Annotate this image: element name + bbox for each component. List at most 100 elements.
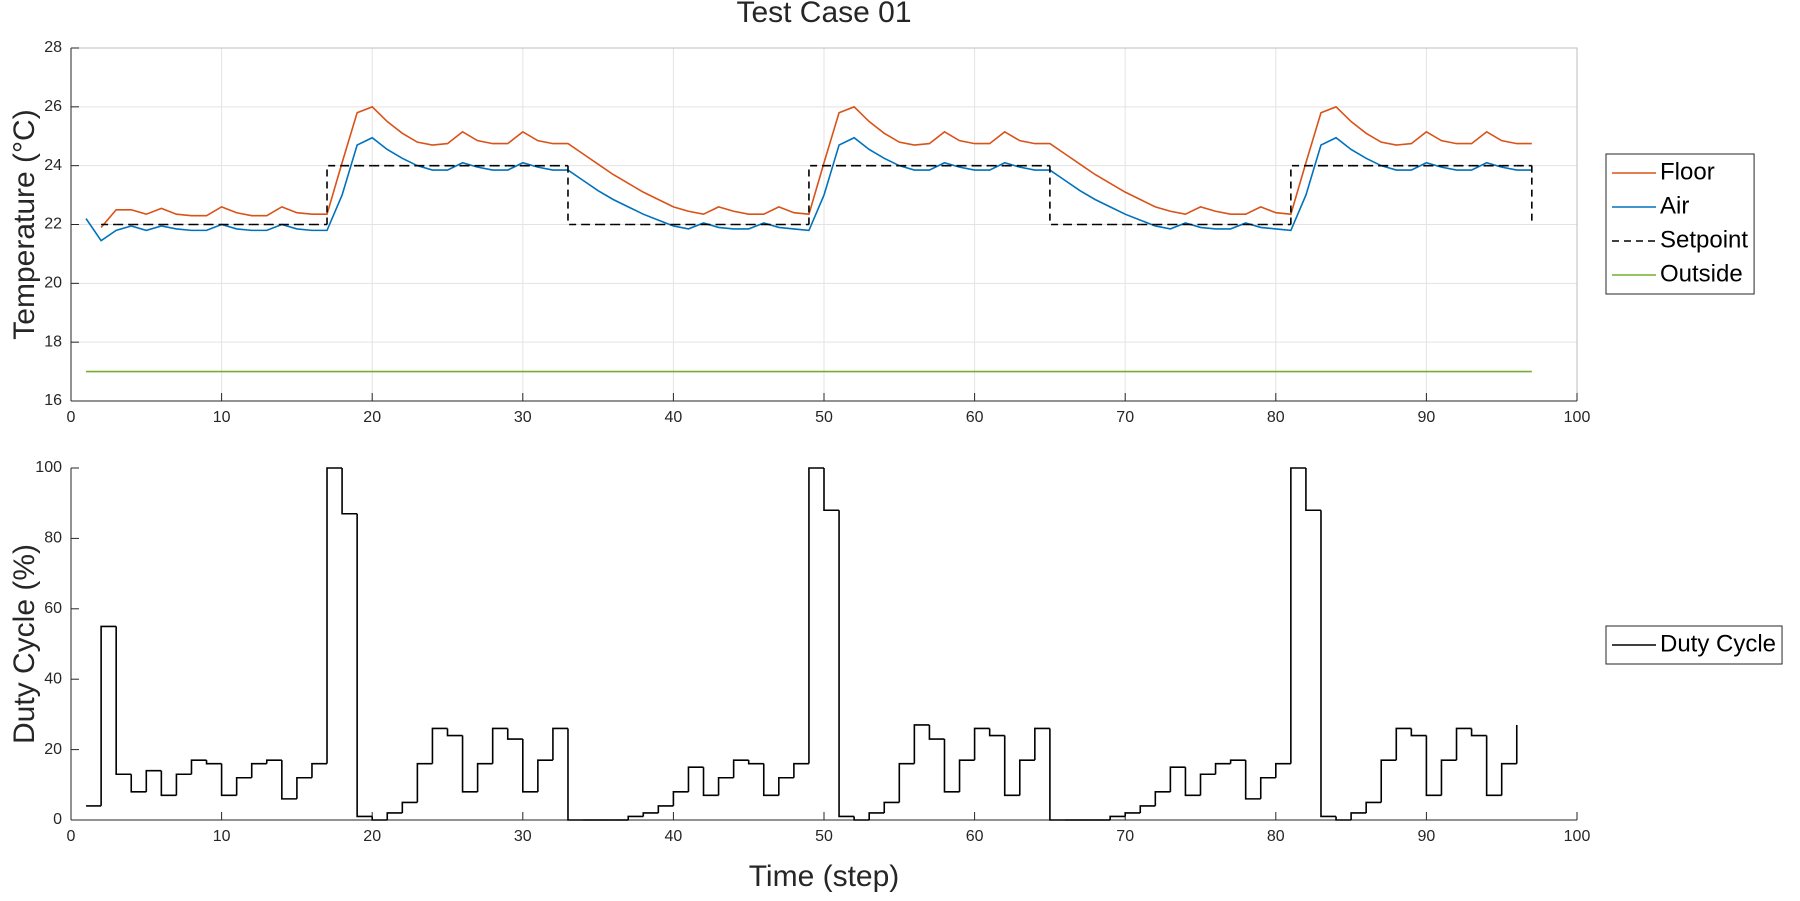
step-segment (687, 766, 704, 792)
step-segment (431, 727, 448, 764)
x-tick-label: 90 (1418, 409, 1436, 426)
step-segment (778, 776, 794, 796)
x-tick-label: 30 (514, 409, 532, 426)
step-segment (823, 468, 840, 512)
step-segment (1440, 759, 1457, 796)
step-segment (1500, 762, 1517, 796)
step-segment (793, 762, 809, 778)
axis-box (71, 47, 1578, 401)
step-segment (958, 759, 975, 792)
step-segment (898, 762, 915, 803)
legend-label: Air (1660, 192, 1689, 219)
step-segment (1003, 735, 1020, 797)
step-segment (356, 513, 373, 818)
y-tick-label: 22 (44, 216, 62, 233)
step-segment (808, 164, 824, 225)
step-segment (1049, 728, 1065, 821)
x-tick-label: 100 (1564, 828, 1591, 845)
legend-box (1605, 153, 1755, 295)
step-segment (1109, 815, 1126, 820)
x-tick-label: 50 (815, 409, 833, 426)
step-segment (506, 728, 523, 740)
step-segment (1350, 812, 1367, 820)
step-segment (491, 727, 508, 764)
x-tick-label: 30 (514, 828, 532, 845)
step-segment (100, 625, 117, 806)
legend-label: Duty Cycle (1660, 630, 1776, 657)
y-tick-label: 40 (44, 670, 62, 687)
x-tick-label: 20 (363, 828, 381, 845)
y-tick-label: 100 (35, 459, 62, 476)
step-segment (1470, 728, 1487, 737)
step-segment (311, 762, 328, 778)
step-segment (838, 510, 855, 818)
y-axis-label: Duty Cycle (%) (8, 544, 41, 744)
step-segment (265, 759, 282, 764)
step-segment (1380, 759, 1397, 803)
step-segment (642, 812, 659, 817)
x-tick-label: 40 (665, 828, 683, 845)
x-tick-label: 40 (665, 409, 683, 426)
step-segment (1124, 812, 1141, 817)
step-segment (1214, 762, 1231, 775)
step-segment (341, 468, 358, 515)
x-tick-label: 60 (966, 828, 984, 845)
legend: Duty Cycle (1605, 625, 1783, 665)
step-segment (476, 762, 493, 792)
step-segment (717, 776, 734, 796)
legend-label: Floor (1660, 158, 1715, 185)
step-segment (1290, 164, 1306, 225)
step-segment (702, 767, 719, 797)
y-tick-label: 80 (44, 530, 62, 547)
step-segment (205, 760, 222, 765)
y-tick-label: 0 (53, 811, 62, 828)
step-segment (1275, 762, 1291, 778)
step-segment (1305, 468, 1321, 512)
step-segment (868, 812, 885, 820)
step-segment (250, 762, 267, 778)
step-segment (401, 801, 418, 813)
step-segment (281, 760, 297, 800)
step-segment (1244, 760, 1261, 800)
legend-label: Setpoint (1660, 226, 1748, 253)
y-tick-label: 20 (44, 275, 62, 292)
step-segment (130, 774, 147, 793)
step-segment (943, 739, 960, 793)
step-segment (1018, 759, 1035, 796)
step-segment (220, 763, 237, 797)
x-tick-label: 100 (1564, 409, 1591, 426)
step-segment (1199, 773, 1216, 796)
step-segment (537, 759, 553, 792)
y-axis-label: Temperature (°C) (8, 109, 41, 339)
x-tick-label: 70 (1116, 828, 1134, 845)
step-segment (552, 727, 568, 761)
step-segment (762, 763, 779, 797)
step-segment (1034, 727, 1050, 761)
step-segment (1365, 801, 1382, 813)
y-tick-label: 16 (44, 392, 62, 409)
line (85, 136, 1532, 242)
x-axis-label: Time (step) (749, 860, 900, 893)
step-segment (1395, 727, 1412, 761)
x-tick-label: 50 (815, 828, 833, 845)
x-tick-label: 20 (363, 409, 381, 426)
step-segment (1455, 727, 1472, 761)
y-tick-label: 28 (44, 39, 62, 56)
step-segment (296, 776, 312, 799)
step-segment (928, 724, 945, 740)
line (100, 105, 1532, 228)
x-tick-label: 10 (213, 828, 231, 845)
y-tick-label: 24 (44, 157, 62, 174)
step-segment (1320, 510, 1337, 818)
step-segment (522, 739, 538, 793)
step-segment (567, 728, 584, 821)
step-segment (386, 812, 403, 820)
step-segment (1485, 735, 1502, 797)
step-segment (883, 801, 900, 813)
y-tick-label: 26 (44, 98, 62, 115)
step-segment (1335, 816, 1352, 821)
step-segment (1184, 767, 1201, 797)
step-segment (627, 815, 644, 820)
step-segment (732, 759, 749, 778)
